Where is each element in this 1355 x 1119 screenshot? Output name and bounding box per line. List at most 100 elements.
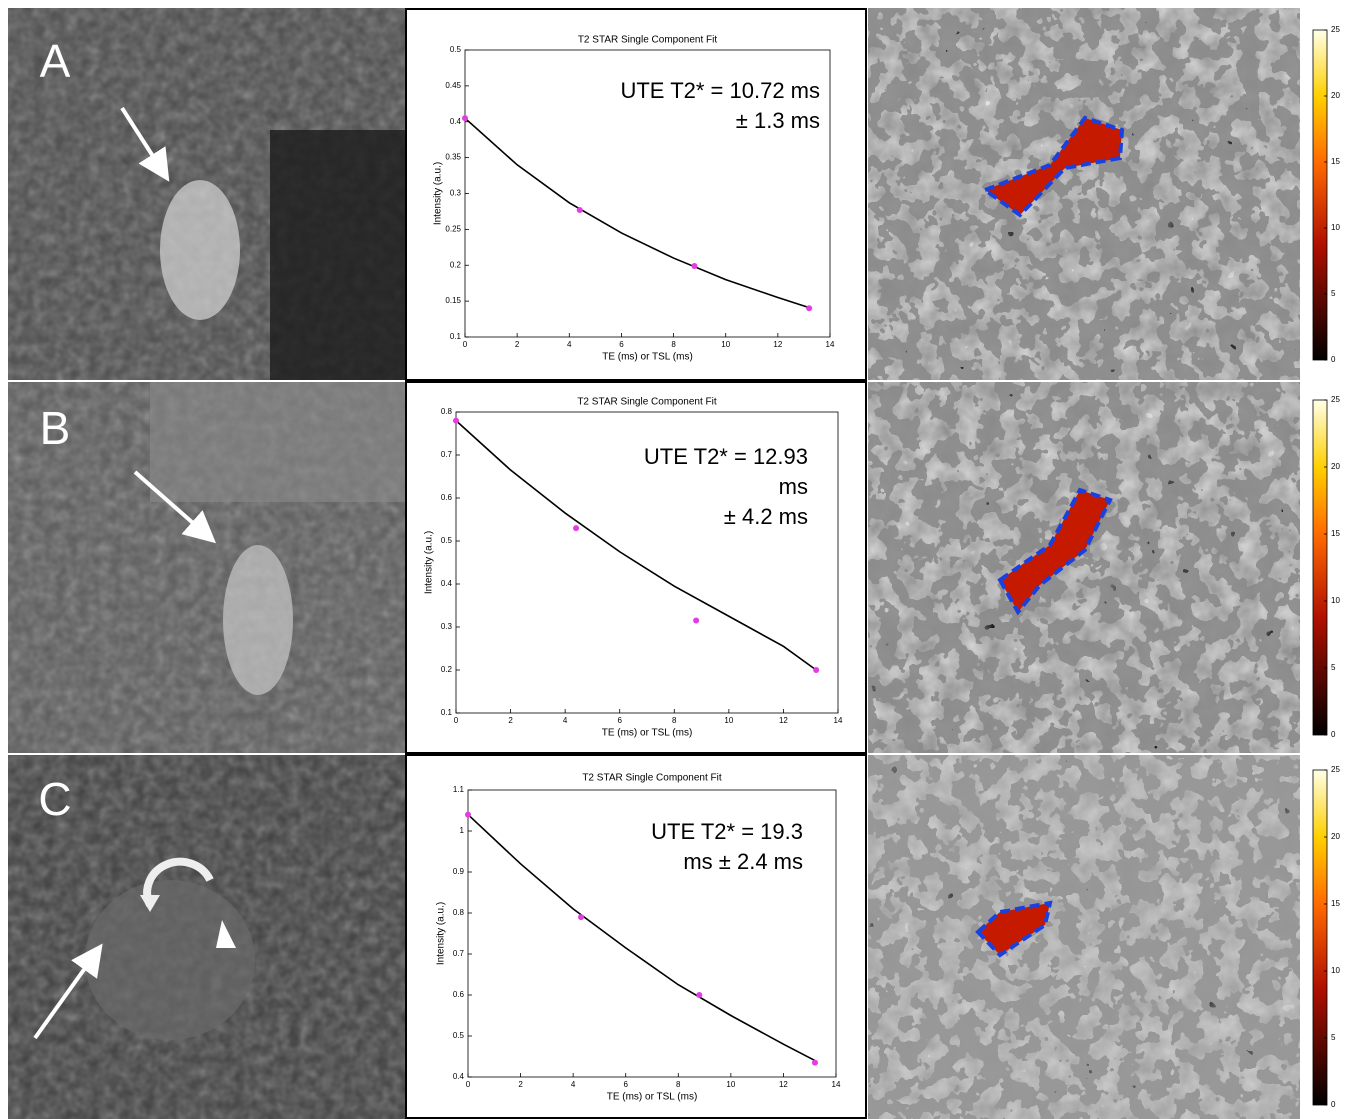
y-tick-label: 0.5 xyxy=(441,536,453,545)
x-tick-label: 0 xyxy=(454,716,459,725)
roi-outline xyxy=(997,487,1113,616)
x-tick-label: 8 xyxy=(671,340,676,349)
x-tick-label: 4 xyxy=(571,1080,576,1089)
x-tick-label: 8 xyxy=(676,1080,681,1089)
annotation: UTE T2* = 12.93 xyxy=(644,444,808,469)
image-region xyxy=(150,382,405,502)
x-tick-label: 2 xyxy=(515,340,520,349)
cartilage-map xyxy=(985,118,1122,215)
x-tick-label: 12 xyxy=(779,1080,788,1089)
data-point xyxy=(465,811,471,818)
y-tick-label: 0.4 xyxy=(453,1072,465,1081)
colorbar-tick-label: 20 xyxy=(1331,832,1340,841)
data-point xyxy=(693,617,700,624)
y-tick-label: 0.45 xyxy=(445,81,461,90)
colorbar-tick-label: 5 xyxy=(1331,1033,1336,1042)
y-tick-label: 0.1 xyxy=(441,708,453,717)
arrow xyxy=(120,106,170,182)
map-texture xyxy=(868,8,1300,380)
chart-title: T2 STAR Single Component Fit xyxy=(582,773,722,784)
colorbar-tick-label: 10 xyxy=(1331,596,1340,605)
colorbar-tick-label: 5 xyxy=(1331,663,1336,672)
colorbar-tick-label: 25 xyxy=(1331,25,1340,34)
colorbar-tick-label: 15 xyxy=(1331,157,1340,166)
plot-panel xyxy=(405,8,867,381)
x-tick-label: 14 xyxy=(832,1080,841,1089)
data-point xyxy=(462,115,468,122)
annotation: ms xyxy=(779,474,808,499)
data-point xyxy=(453,417,459,424)
data-point xyxy=(811,1059,818,1066)
y-tick-label: 1.1 xyxy=(453,785,465,794)
panel-label: B xyxy=(40,402,71,454)
colorbar-tick-label: 0 xyxy=(1331,730,1336,739)
x-tick-label: 14 xyxy=(834,716,843,725)
colorbar-tick-label: 25 xyxy=(1331,395,1340,404)
y-tick-label: 0.8 xyxy=(453,908,465,917)
panel-label: C xyxy=(38,773,71,825)
colorbar-tick-label: 15 xyxy=(1331,899,1340,908)
x-tick-label: 12 xyxy=(773,340,782,349)
x-tick-label: 0 xyxy=(463,340,468,349)
roi-outline xyxy=(975,900,1053,958)
y-axis-label: Intensity (a.u.) xyxy=(424,531,435,594)
colorbar xyxy=(1312,29,1328,361)
x-tick-label: 14 xyxy=(826,340,835,349)
y-tick-label: 0.6 xyxy=(441,493,453,502)
y-tick-label: 0.8 xyxy=(441,407,453,416)
x-tick-label: 6 xyxy=(617,716,622,725)
y-tick-label: 0.6 xyxy=(453,990,465,999)
x-tick-label: 4 xyxy=(567,340,572,349)
arrowhead xyxy=(216,920,236,948)
y-axis-label: Intensity (a.u.) xyxy=(436,902,447,965)
annotation: ms ± 2.4 ms xyxy=(683,849,803,874)
x-tick-label: 2 xyxy=(508,716,513,725)
data-point xyxy=(696,992,703,998)
chart-title: T2 STAR Single Component Fit xyxy=(578,35,718,46)
colorbar-tick-label: 20 xyxy=(1331,91,1340,100)
colorbar-tick-label: 15 xyxy=(1331,529,1340,538)
panel-label: A xyxy=(40,35,71,87)
colorbar-tick-label: 25 xyxy=(1331,765,1340,774)
colorbar xyxy=(1312,399,1328,736)
x-tick-label: 6 xyxy=(619,340,624,349)
y-tick-label: 0.15 xyxy=(445,296,461,305)
colorbar-tick-label: 0 xyxy=(1331,1100,1336,1109)
plot-panel xyxy=(405,754,867,1119)
x-tick-label: 10 xyxy=(726,1080,735,1089)
data-point xyxy=(813,667,820,673)
y-tick-label: 0.35 xyxy=(445,153,461,162)
y-tick-label: 0.2 xyxy=(450,260,462,269)
annotation: ± 1.3 ms xyxy=(736,108,820,133)
plots xyxy=(405,8,867,1119)
y-tick-label: 0.3 xyxy=(441,622,453,631)
x-tick-label: 0 xyxy=(466,1080,471,1089)
image-region xyxy=(223,545,293,695)
y-tick-label: 0.5 xyxy=(453,1031,465,1040)
curved-arrow xyxy=(143,857,214,907)
x-tick-label: 10 xyxy=(724,716,733,725)
y-tick-label: 0.25 xyxy=(445,224,461,233)
fit-curve xyxy=(455,420,817,671)
y-tick-label: 0.4 xyxy=(441,579,453,588)
images xyxy=(8,8,1300,1119)
map-texture xyxy=(868,382,1300,753)
annotation: ± 4.2 ms xyxy=(724,504,808,529)
x-axis-label: TE (ms) or TSL (ms) xyxy=(607,1092,698,1103)
colorbar-tick-label: 20 xyxy=(1331,462,1340,471)
plot-area xyxy=(455,411,839,714)
image-region xyxy=(270,130,405,380)
x-tick-label: 12 xyxy=(779,716,788,725)
x-tick-label: 4 xyxy=(563,716,568,725)
curved-arrow-head xyxy=(140,895,160,912)
annotation: UTE T2* = 10.72 ms xyxy=(620,78,820,103)
fit-curve xyxy=(467,814,816,1062)
y-tick-label: 0.9 xyxy=(453,867,465,876)
annotation: UTE T2* = 19.3 xyxy=(651,819,803,844)
image-region xyxy=(85,880,255,1040)
y-tick-label: 0.7 xyxy=(453,949,465,958)
x-tick-label: 8 xyxy=(672,716,677,725)
x-axis-label: TE (ms) or TSL (ms) xyxy=(602,728,693,739)
x-tick-label: 6 xyxy=(623,1080,628,1089)
